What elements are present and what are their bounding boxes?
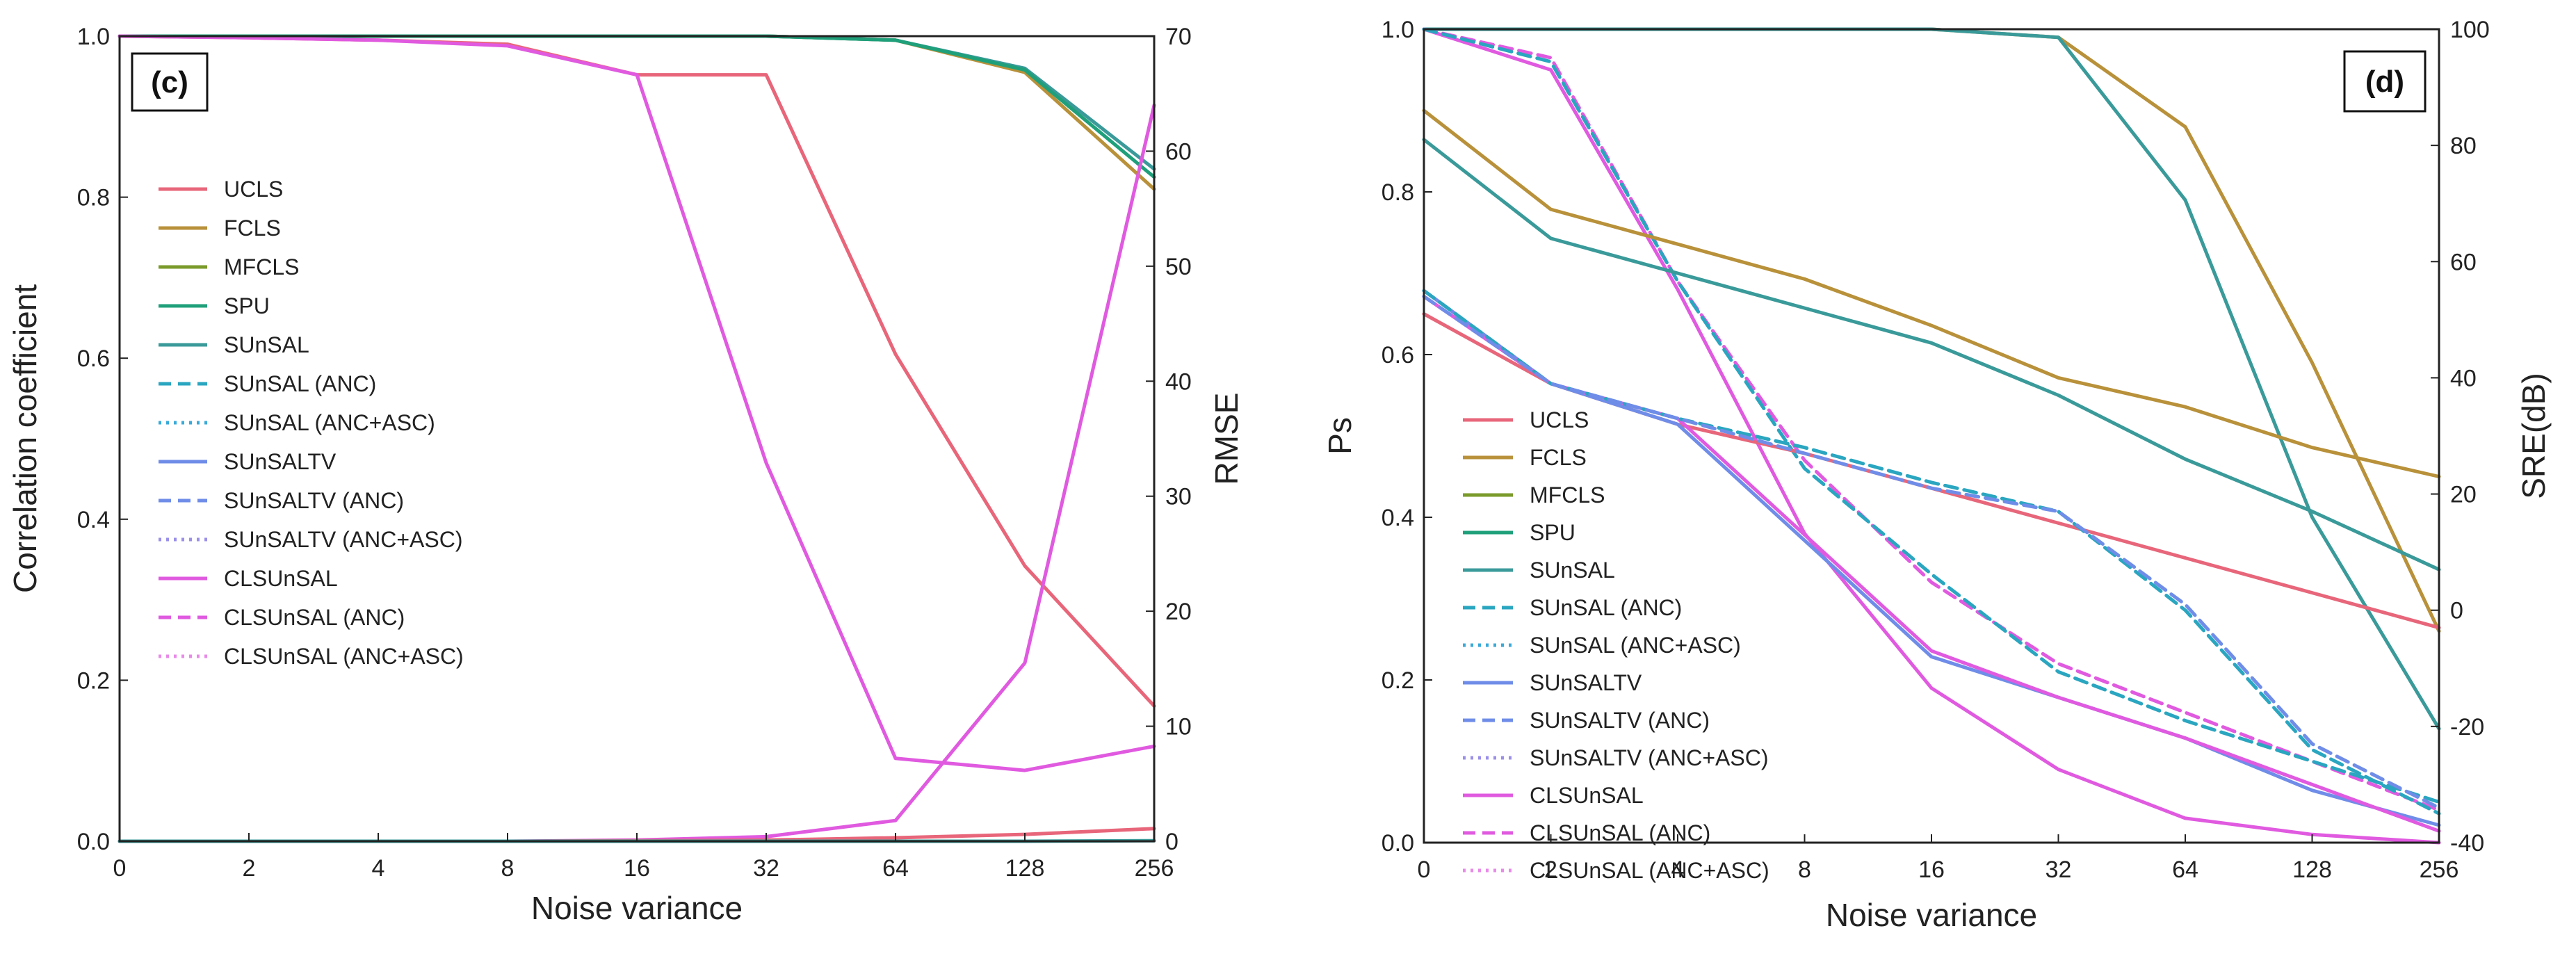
x-tick-label: 32 [2046, 857, 2072, 883]
legend-entry: SUnSALTV (ANC+ASC) [1530, 745, 1769, 770]
panel-label: (c) [151, 65, 188, 99]
y-axis-label: Correlation coefficient [7, 284, 43, 593]
y2-tick-label: -40 [2450, 830, 2484, 857]
x-tick-label: 8 [1798, 857, 1811, 883]
x-tick-label: 32 [753, 855, 779, 882]
x-tick-label: 0 [113, 855, 127, 882]
y-tick-label: 0.2 [1382, 667, 1414, 694]
y-tick-label: 0.2 [77, 667, 110, 694]
legend-entry: SPU [1530, 520, 1575, 545]
legend-entry: SUnSAL [224, 332, 309, 357]
legend-entry: CLSUnSAL (ANC+ASC) [224, 644, 464, 669]
y-tick-label: 0.6 [1382, 342, 1414, 368]
plot-area [1424, 29, 2439, 843]
y-tick-label: 0.8 [1382, 179, 1414, 206]
x-tick-label: 0 [1418, 857, 1431, 883]
y2-tick-label: 80 [2450, 133, 2477, 159]
legend-entry: SUnSAL (ANC) [1530, 595, 1682, 620]
plot-area [120, 36, 1154, 841]
x-axis-label: Noise variance [1826, 897, 2037, 933]
y-tick-label: 1.0 [1382, 17, 1414, 43]
x-tick-label: 256 [2420, 857, 2459, 883]
y2-tick-label: 0 [2450, 598, 2463, 624]
x-tick-label: 64 [2172, 857, 2198, 883]
series-line-6 [1422, 138, 2441, 571]
x-tick-label: 16 [624, 855, 650, 882]
legend-entry: UCLS [1530, 407, 1589, 432]
y2-tick-label: 20 [1165, 599, 1192, 625]
legend-entry: SUnSALTV [224, 449, 337, 474]
panel-c: 0 2 4 8 16 32 64 128 256 0.0 0.2 0.4 0.6 0.8 1.0 0 10 20 3… [7, 24, 1245, 926]
y2-tick-label: 100 [2450, 17, 2490, 43]
legend-entry: CLSUnSAL (ANC) [1530, 820, 1710, 845]
legend-entry: SUnSAL [1530, 558, 1615, 583]
x-tick-label: 4 [1671, 857, 1685, 883]
panel-d: 0 2 4 8 16 32 64 128 256 0.0 0.2 0.4 0.6 0.8 1.0 -40 -20… [1322, 17, 2552, 933]
x-axis-label: Noise variance [531, 890, 743, 926]
x-tick-label: 128 [1005, 855, 1045, 882]
x-tick-label: 4 [372, 855, 385, 882]
legend-entry: SUnSAL (ANC) [224, 371, 376, 396]
y2-axis-label: SRE(dB) [2516, 373, 2552, 498]
y-tick-label: 0.0 [77, 829, 110, 855]
x-tick-label: 128 [2292, 857, 2332, 883]
legend-entry: SUnSALTV (ANC) [1530, 708, 1710, 733]
y-tick-label: 0.0 [1382, 830, 1414, 857]
x-tick-label: 16 [1918, 857, 1945, 883]
legend-entry: MFCLS [1530, 482, 1605, 508]
y2-tick-label: 30 [1165, 484, 1192, 510]
series-line-11 [1422, 294, 2441, 810]
y2-tick-label: 0 [1165, 829, 1178, 855]
legend-entry: UCLS [224, 177, 283, 202]
y2-tick-label: 40 [1165, 368, 1192, 395]
y-tick-label: 0.4 [1382, 505, 1414, 531]
y2-tick-label: -20 [2450, 714, 2484, 740]
series-line-2 [1422, 27, 2441, 845]
panel-label: (d) [2365, 65, 2404, 99]
series-line-4 [1422, 27, 2441, 804]
panel-label-box [131, 52, 209, 112]
legend-entry: SUnSALTV [1530, 670, 1642, 695]
y-tick-label: 0.8 [77, 185, 110, 211]
y2-tick-label: 20 [2450, 482, 2477, 508]
y2-tick-label: 10 [1165, 714, 1192, 740]
y2-tick-label: 70 [1165, 24, 1192, 50]
legend-entry: SUnSALTV (ANC+ASC) [224, 527, 463, 552]
y-tick-label: 0.6 [77, 346, 110, 372]
legend-entry: MFCLS [224, 254, 299, 279]
y2-tick-label: 40 [2450, 365, 2477, 391]
x-tick-label: 8 [501, 855, 515, 882]
series-line-4 [118, 34, 1156, 772]
legend-entry: FCLS [1530, 445, 1587, 470]
y-axis-label: Ps [1322, 417, 1358, 455]
x-tick-label: 2 [1544, 857, 1557, 883]
y2-axis-label: RMSE [1208, 393, 1245, 485]
y2-tick-label: 60 [1165, 138, 1192, 165]
x-tick-label: 256 [1135, 855, 1174, 882]
panel-label-box [2343, 50, 2427, 113]
y2-tick-label: 60 [2450, 249, 2477, 275]
y2-tick-label: 50 [1165, 254, 1192, 280]
y-tick-label: 0.4 [77, 507, 110, 533]
x-tick-label: 2 [243, 855, 256, 882]
legend-entry: CLSUnSAL [224, 566, 338, 591]
x-tick-label: 64 [882, 855, 909, 882]
legend-entry: CLSUnSAL [1530, 783, 1644, 808]
legend-entry: SUnSAL (ANC+ASC) [224, 410, 435, 435]
y-tick-label: 1.0 [77, 24, 110, 50]
legend-entry: FCLS [224, 216, 281, 241]
legend-entry: CLSUnSAL (ANC) [224, 605, 405, 630]
legend-entry: CLSUnSAL (ANC+ASC) [1530, 858, 1769, 883]
legend-entry: SUnSALTV (ANC) [224, 488, 404, 513]
legend-entry: SPU [224, 293, 270, 318]
series-line-5 [1422, 108, 2441, 478]
legend-entry: SUnSAL (ANC+ASC) [1530, 633, 1741, 658]
series-line-8 [1422, 289, 2441, 827]
